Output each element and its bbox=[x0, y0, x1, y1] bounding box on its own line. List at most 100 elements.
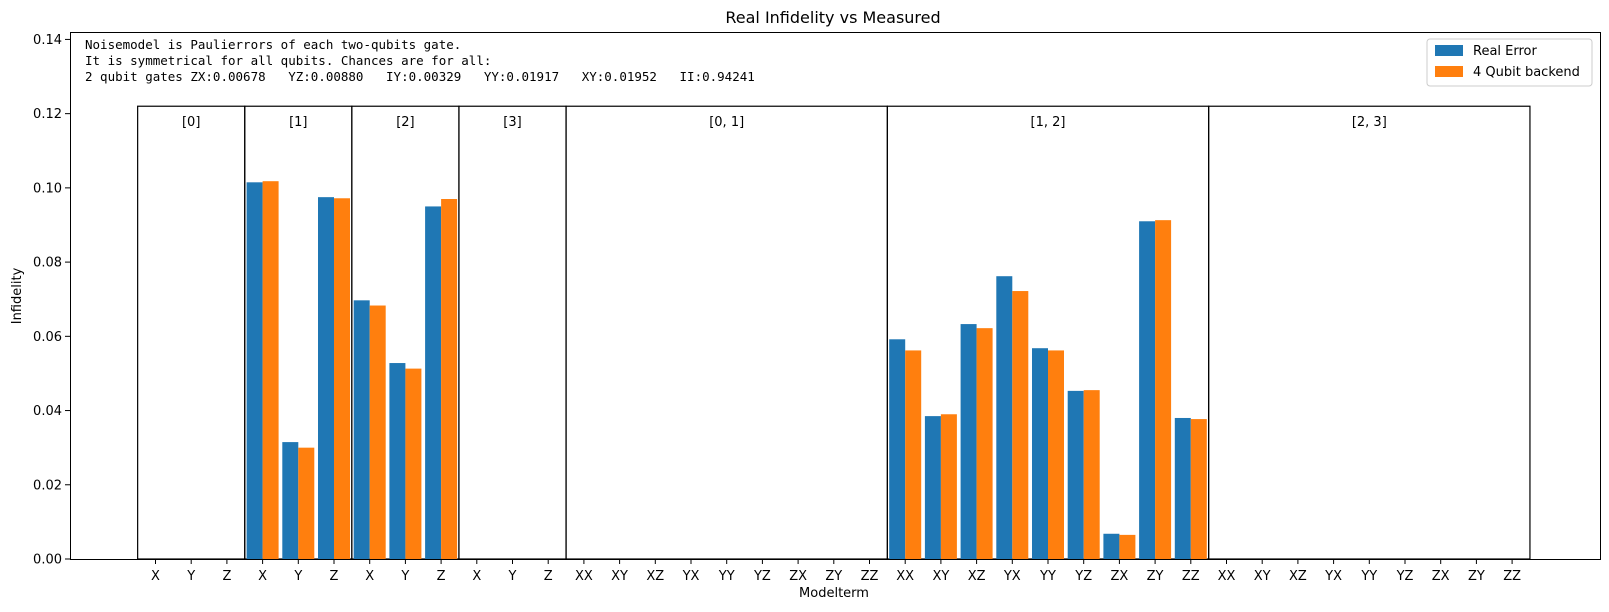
x-tick-label: ZZ bbox=[861, 569, 879, 584]
bar-real-error bbox=[1067, 390, 1084, 559]
bar-4-qubit-backend bbox=[298, 447, 315, 559]
x-tick-label: ZY bbox=[825, 569, 842, 584]
bar-real-error bbox=[889, 339, 906, 559]
bar-real-error bbox=[425, 206, 442, 560]
x-tick-label: YY bbox=[1360, 569, 1377, 584]
plot-area-frame bbox=[70, 32, 1601, 560]
group-box bbox=[137, 105, 246, 560]
group-box bbox=[458, 105, 567, 560]
y-tick-label: 0.10 bbox=[33, 181, 62, 196]
bar-4-qubit-backend bbox=[1048, 350, 1064, 559]
x-tick-label: YX bbox=[682, 569, 700, 584]
legend: Real Error 4 Qubit backend bbox=[1426, 38, 1593, 87]
x-tick-label: Y bbox=[508, 569, 517, 584]
annotation-line-2: It is symmetrical for all qubits. Chance… bbox=[85, 53, 491, 68]
legend-label-real-error: Real Error bbox=[1473, 44, 1538, 59]
x-tick-label: YY bbox=[1039, 569, 1056, 584]
bar-real-error bbox=[996, 276, 1013, 559]
x-tick-label: ZX bbox=[1110, 569, 1128, 584]
bar-4-qubit-backend bbox=[940, 414, 957, 559]
bar-4-qubit-backend bbox=[1119, 534, 1136, 559]
x-tick-label: XY bbox=[932, 569, 949, 584]
legend-label-backend: 4 Qubit backend bbox=[1473, 65, 1580, 80]
x-tick-label: Z bbox=[544, 569, 553, 584]
x-tick-label: YZ bbox=[1396, 569, 1414, 584]
x-tick-label: Z bbox=[437, 569, 446, 584]
x-axis-label: Modelterm bbox=[799, 586, 869, 601]
y-tick-label: 0.08 bbox=[33, 256, 62, 271]
x-tick-label: YX bbox=[1324, 569, 1342, 584]
y-axis: 0.00 0.02 0.04 0.06 0.08 0.10 0.12 0.14 bbox=[33, 33, 70, 568]
group-box bbox=[1208, 105, 1531, 560]
x-tick-label: XX bbox=[575, 569, 593, 584]
bars bbox=[246, 181, 1207, 560]
bar-real-error bbox=[353, 300, 370, 559]
bar-4-qubit-backend bbox=[1083, 390, 1100, 559]
y-tick-label: 0.00 bbox=[33, 553, 62, 568]
x-tick-label: Y bbox=[400, 569, 409, 584]
x-tick-label: XX bbox=[1218, 569, 1236, 584]
x-tick-label: XZ bbox=[968, 569, 986, 584]
x-tick-label: Y bbox=[186, 569, 195, 584]
bar-real-error bbox=[1103, 533, 1120, 559]
y-tick-label: 0.02 bbox=[33, 478, 62, 493]
annotation-line-1: Noisemodel is Paulierrors of each two-qu… bbox=[85, 37, 461, 52]
bar-real-error bbox=[389, 363, 406, 559]
bar-4-qubit-backend bbox=[905, 350, 922, 559]
x-tick-label: YZ bbox=[1074, 569, 1092, 584]
y-tick-label: 0.14 bbox=[33, 33, 62, 48]
bar-real-error bbox=[1032, 348, 1048, 559]
x-tick-label: YX bbox=[1003, 569, 1021, 584]
bar-real-error bbox=[1174, 417, 1191, 559]
y-tick-label: 0.12 bbox=[33, 107, 62, 122]
x-tick-label: ZX bbox=[1432, 569, 1450, 584]
group-label: [0, 1] bbox=[709, 115, 744, 130]
x-tick-label: ZX bbox=[789, 569, 807, 584]
x-tick-label: X bbox=[151, 569, 160, 584]
bar-4-qubit-backend bbox=[1190, 419, 1207, 559]
bar-4-qubit-backend bbox=[1155, 220, 1172, 560]
chart-title: Real Infidelity vs Measured bbox=[725, 8, 940, 27]
x-tick-label: ZZ bbox=[1503, 569, 1521, 584]
x-axis: X Y Z X Y Z X Y Z X Y Z XX XY XZ YX YY YZ ZX ZY ZZ XX XY XZ YX YY… bbox=[151, 559, 1521, 584]
bar-real-error bbox=[318, 197, 334, 559]
x-tick-label: YZ bbox=[753, 569, 771, 584]
bar-4-qubit-backend bbox=[405, 368, 422, 559]
x-tick-label: ZY bbox=[1147, 569, 1164, 584]
x-tick-label: ZZ bbox=[1182, 569, 1200, 584]
bar-real-error bbox=[1139, 221, 1156, 559]
group-box bbox=[565, 105, 888, 560]
bar-4-qubit-backend bbox=[369, 305, 386, 559]
x-tick-label: Z bbox=[330, 569, 339, 584]
x-tick-label: Y bbox=[293, 569, 302, 584]
x-tick-label: Z bbox=[222, 569, 231, 584]
group-label: [2, 3] bbox=[1352, 115, 1387, 130]
group-label: [1, 2] bbox=[1031, 115, 1066, 130]
bar-real-error bbox=[246, 182, 263, 559]
annotation-line-3: 2 qubit gates ZX:0.00678 YZ:0.00880 IY:0… bbox=[85, 69, 755, 84]
bar-4-qubit-backend bbox=[262, 181, 279, 559]
x-tick-label: XY bbox=[1254, 569, 1271, 584]
x-tick-label: X bbox=[472, 569, 481, 584]
legend-swatch-backend bbox=[1435, 66, 1463, 77]
y-tick-label: 0.04 bbox=[33, 404, 62, 419]
bar-real-error bbox=[924, 416, 941, 559]
group-label: [1] bbox=[289, 115, 307, 130]
bar-real-error bbox=[282, 442, 299, 559]
y-axis-label: Infidelity bbox=[10, 267, 25, 324]
legend-swatch-real-error bbox=[1435, 45, 1463, 56]
bar-4-qubit-backend bbox=[441, 199, 458, 559]
x-tick-label: XY bbox=[611, 569, 628, 584]
group-label: [2] bbox=[396, 115, 414, 130]
annotation-text: Noisemodel is Paulierrors of each two-qu… bbox=[85, 37, 755, 84]
bar-4-qubit-backend bbox=[334, 198, 350, 560]
x-tick-label: XZ bbox=[1289, 569, 1307, 584]
legend-frame bbox=[1426, 38, 1593, 87]
bar-real-error bbox=[960, 324, 977, 559]
x-tick-label: YY bbox=[718, 569, 735, 584]
bar-4-qubit-backend bbox=[1012, 291, 1029, 559]
x-tick-label: X bbox=[258, 569, 267, 584]
group-label: [0] bbox=[182, 115, 200, 130]
x-tick-label: XZ bbox=[646, 569, 664, 584]
